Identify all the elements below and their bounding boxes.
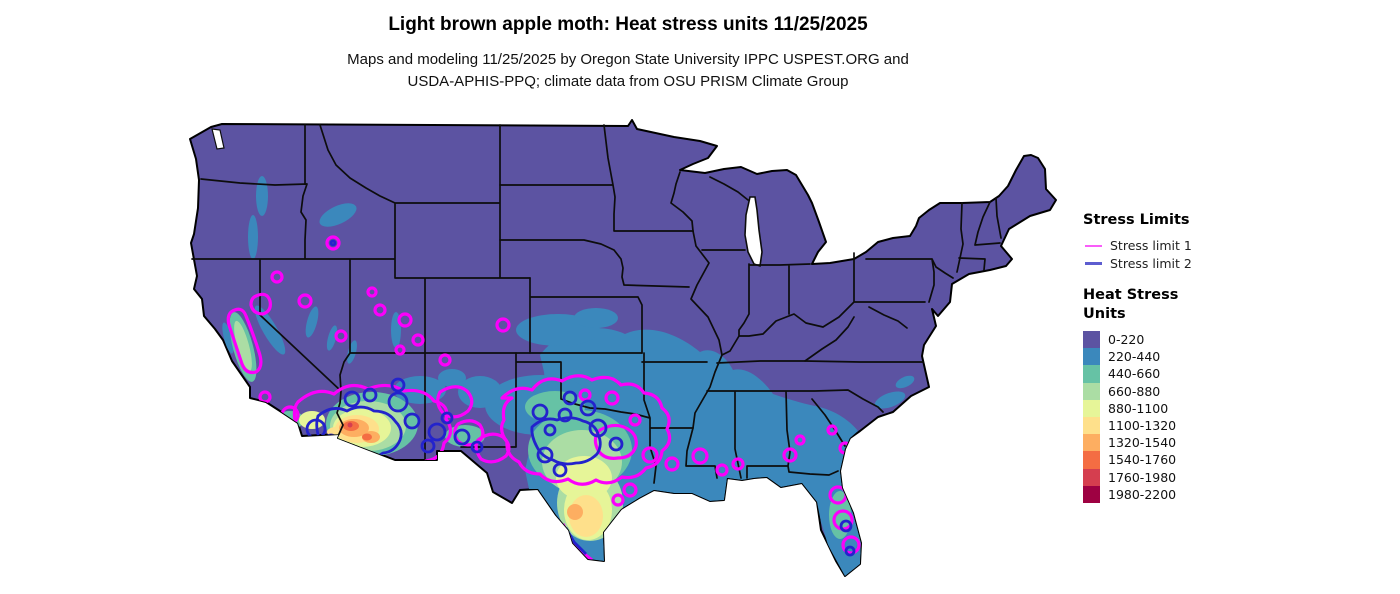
legend-swatch [1083, 331, 1100, 349]
legend-swatch [1083, 348, 1100, 366]
heat-heading-line-1: Heat Stress [1083, 287, 1179, 303]
legend: Stress Limits Stress limit 1 Stress limi… [1083, 212, 1192, 503]
legend-label: 1540-1760 [1108, 452, 1177, 468]
subtitle-line-1: Maps and modeling 11/25/2025 by Oregon S… [347, 51, 909, 68]
legend-item-1760-1980: 1760-1980 [1083, 468, 1192, 486]
legend-item-220-440: 220-440 [1083, 348, 1192, 366]
legend-label: 1760-1980 [1108, 469, 1177, 485]
stress-limit-1-row: Stress limit 1 [1083, 237, 1192, 255]
great-lakes [211, 128, 763, 268]
stress-limit-2-row: Stress limit 2 [1083, 255, 1192, 273]
legend-swatch [1083, 382, 1100, 400]
legend-swatch [1083, 485, 1100, 503]
legend-label: 880-1100 [1108, 400, 1169, 416]
legend-item-1320-1540: 1320-1540 [1083, 434, 1192, 452]
legend-item-440-660: 440-660 [1083, 365, 1192, 383]
stress-limit-1-line-swatch [1085, 244, 1102, 247]
stress-limit-2-line-swatch [1085, 262, 1102, 265]
legend-item-1980-2200: 1980-2200 [1083, 485, 1192, 503]
heat-stress-units-heading: Heat Stress Units [1083, 286, 1192, 324]
legend-item-1100-1320: 1100-1320 [1083, 416, 1192, 435]
legend-item-0-220: 0-220 [1083, 331, 1192, 349]
stress-limits-heading: Stress Limits [1083, 212, 1190, 228]
legend-label: 660-880 [1108, 383, 1161, 399]
puget-sound [211, 128, 225, 150]
legend-label: 1100-1320 [1108, 417, 1177, 433]
legend-swatch [1083, 399, 1100, 417]
title-block: Light brown apple moth: Heat stress unit… [0, 14, 1256, 93]
legend-label: 1980-2200 [1108, 486, 1177, 502]
legend-item-660-880: 660-880 [1083, 382, 1192, 400]
heat-heading-line-2: Units [1083, 306, 1126, 322]
legend-label: 220-440 [1108, 349, 1161, 365]
legend-swatch [1083, 468, 1100, 486]
lake-michigan [744, 196, 763, 268]
page-title: Light brown apple moth: Heat stress unit… [388, 14, 868, 35]
legend-swatch [1083, 365, 1100, 383]
legend-label: 1320-1540 [1108, 435, 1177, 451]
legend-label: 440-660 [1108, 366, 1161, 382]
state-borders [191, 124, 1002, 484]
stress-limit-1-label: Stress limit 1 [1110, 238, 1192, 254]
legend-item-880-1100: 880-1100 [1083, 399, 1192, 417]
legend-swatch [1083, 434, 1100, 452]
stress-limit-2-label: Stress limit 2 [1110, 255, 1192, 271]
legend-item-1540-1760: 1540-1760 [1083, 451, 1192, 469]
legend-label: 0-220 [1108, 332, 1145, 347]
legend-swatch [1083, 416, 1100, 435]
legend-swatch [1083, 451, 1100, 469]
subtitle-line-2: USDA-APHIS-PPQ; climate data from OSU PR… [407, 73, 849, 90]
